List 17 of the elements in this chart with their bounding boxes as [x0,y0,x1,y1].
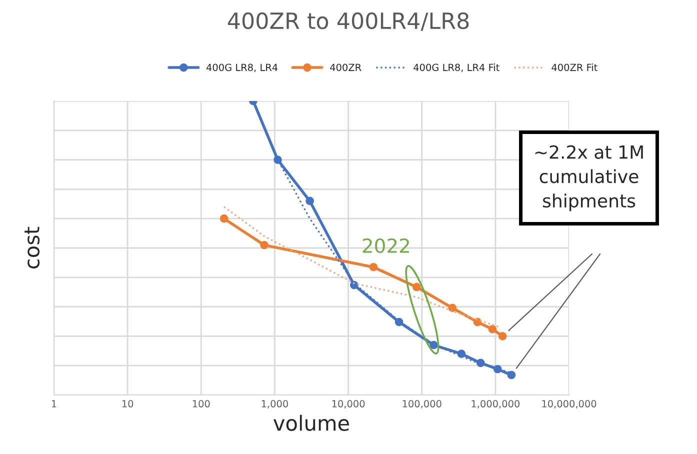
x-tick-label: 100,000 [402,400,442,408]
x-tick-label: 1,000,000 [472,400,520,408]
x-axis-title: volume [274,414,349,431]
x-tick-label: 10,000 [332,400,365,408]
x-tick-label: 10,000,000 [542,400,596,408]
legend-label: 400ZR [330,64,362,72]
x-tick-label: 1,000 [262,400,288,408]
x-tick-label: 10 [122,400,134,408]
annotation: 2022 [362,238,409,254]
x-tick-label: 100 [192,400,210,408]
legend-label: 400ZR Fit [552,64,598,72]
legend-label: 400G LR8, LR4 Fit [414,64,500,72]
chart-title: 400ZR to 400LR4/LR8 [228,12,469,31]
annotation: ~2.2x at 1M cumulative shipments [535,145,643,212]
x-tick-label: 1 [52,400,56,408]
y-axis-title: cost [24,226,40,268]
legend-label: 400G LR8, LR4 [206,64,278,72]
